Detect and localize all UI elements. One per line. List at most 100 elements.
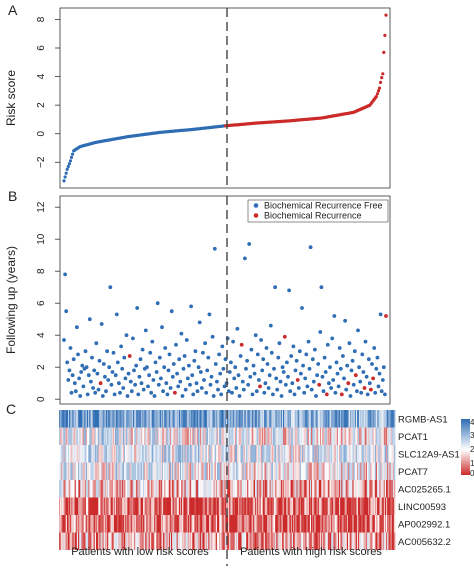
heatmap-cell (212, 410, 214, 428)
heatmap-cell (303, 410, 305, 428)
heatmap-cell (270, 427, 273, 445)
heatmap-cell (313, 532, 315, 550)
heatmap-cell (230, 480, 232, 498)
heatmap-cell (257, 445, 259, 463)
heatmap-cell (130, 497, 133, 515)
heatmap-cell (353, 445, 356, 463)
heatmap-cell (196, 532, 199, 550)
heatmap-cell (280, 515, 283, 533)
heatmap-cell (121, 515, 124, 533)
heatmap-cell (147, 532, 149, 550)
followup-point-free (286, 374, 290, 379)
heatmap-cell (119, 532, 121, 550)
heatmap-cell (262, 445, 265, 463)
heatmap-cell (228, 480, 230, 498)
heatmap-cell (383, 515, 386, 533)
heatmap-cell (158, 532, 161, 550)
heatmap-cell (70, 532, 72, 550)
heatmap-cell (145, 497, 147, 515)
heatmap-cell (66, 445, 69, 463)
heatmap-cell (172, 445, 174, 463)
heatmap-cell (302, 480, 304, 498)
heatmap-cell (216, 497, 219, 515)
heatmap-cell (391, 480, 394, 498)
heatmap-cell (321, 497, 323, 515)
followup-point-free (290, 381, 295, 386)
heatmap-cell (233, 480, 236, 498)
heatmap-cell (165, 532, 167, 550)
heatmap-cell (284, 427, 286, 445)
heatmap-cell (327, 410, 330, 428)
heatmap-cell (364, 497, 367, 515)
heatmap-cell (306, 532, 308, 550)
heatmap-cell (387, 532, 389, 550)
heatmap-cell (392, 532, 395, 550)
heatmap-cell (207, 532, 210, 550)
followup-point-free (66, 378, 71, 382)
panel-a-letter: A (8, 2, 18, 18)
heatmap-cell (372, 515, 375, 533)
heatmap-cell (107, 427, 109, 445)
heatmap-cell (319, 497, 322, 515)
followup-point-free (136, 392, 141, 397)
followup-point-free (120, 366, 125, 371)
heatmap-cell (122, 532, 125, 550)
risk-point-high (375, 92, 379, 96)
followup-point-free (307, 366, 312, 371)
heatmap-cell (131, 480, 134, 498)
heatmap-cell (293, 427, 295, 445)
heatmap-cell (259, 515, 261, 533)
heatmap-cell (242, 532, 245, 550)
heatmap-cell (59, 410, 61, 428)
heatmap-cell (130, 462, 133, 480)
heatmap-cell (294, 515, 296, 533)
heatmap-cell (191, 532, 193, 550)
heatmap-cell (228, 445, 230, 463)
heatmap-cell (380, 410, 382, 428)
heatmap-cell (339, 497, 341, 515)
heatmap-cell (216, 410, 219, 428)
followup-point-free (292, 392, 297, 397)
heatmap-cell (220, 427, 222, 445)
heatmap-cell (115, 532, 117, 550)
heatmap-cell (155, 445, 157, 463)
followup-point-free (180, 394, 185, 398)
heatmap-cell (194, 515, 196, 533)
heatmap-cell (195, 515, 198, 533)
followup-point-free (374, 366, 379, 371)
heatmap-cell (141, 462, 144, 480)
heatmap-cell (333, 480, 335, 498)
heatmap-cell (370, 462, 372, 480)
heatmap-cell (155, 427, 157, 445)
heatmap-cell (231, 410, 233, 428)
heatmap-cell (88, 427, 90, 445)
heatmap-cell (126, 515, 128, 533)
heatmap-cell (280, 480, 283, 498)
heatmap-cell (272, 497, 275, 515)
heatmap-cell (99, 497, 101, 515)
heatmap-cell (278, 462, 280, 480)
heatmap-cell (381, 497, 384, 515)
heatmap-cell (263, 532, 266, 550)
heatmap-cell (81, 462, 83, 480)
heatmap-cell (97, 497, 99, 515)
heatmap-cell (346, 480, 349, 498)
heatmap-cell (383, 462, 386, 480)
heatmap-cell (268, 410, 270, 428)
heatmap-cell (330, 497, 332, 515)
heatmap-cell (259, 445, 261, 463)
heatmap-cell (83, 445, 86, 463)
heatmap-cell (98, 427, 100, 445)
heatmap-cell (224, 497, 227, 515)
heatmap-cell (93, 427, 96, 445)
heatmap-cell (344, 480, 347, 498)
heatmap-cell (383, 427, 386, 445)
heatmap-cell (319, 427, 322, 445)
heatmap-cell (274, 532, 276, 550)
heatmap-cell (191, 515, 193, 533)
heatmap-cell (89, 497, 91, 515)
heatmap-cell (270, 410, 273, 428)
heatmap-cell (266, 480, 268, 498)
heatmap-cell (315, 515, 317, 533)
heatmap-cell (186, 532, 189, 550)
